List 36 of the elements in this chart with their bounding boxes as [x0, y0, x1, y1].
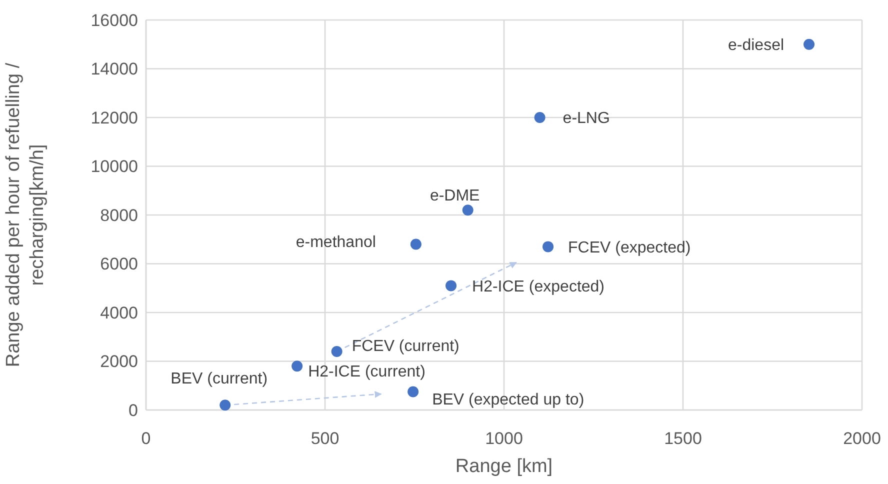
x-tick-label: 500 — [310, 429, 340, 448]
x-tick-label: 2000 — [843, 429, 881, 448]
x-tick-label: 0 — [141, 429, 151, 448]
annotation: FCEV (expected) — [568, 239, 691, 256]
y-axis-title: Range added per hour of refuelling / recharging[km/h] — [3, 62, 48, 368]
point — [446, 280, 457, 292]
annotation: H2-ICE (current) — [308, 364, 426, 381]
point — [408, 386, 419, 398]
annotation: e-DME — [430, 188, 480, 205]
y-tick-label: 0 — [128, 400, 138, 420]
y-tick-label: 10000 — [90, 157, 138, 176]
y-tick-label: 8000 — [100, 206, 138, 225]
point — [331, 346, 342, 357]
annotation: e-LNG — [562, 110, 610, 128]
point — [542, 241, 554, 252]
point — [462, 204, 474, 216]
annotation: BEV (expected up to) — [432, 391, 584, 408]
point — [292, 360, 303, 372]
y-tick-label: 12000 — [90, 108, 138, 128]
annotation: FCEV (current) — [352, 338, 460, 356]
y-tick-label: 4000 — [100, 303, 138, 322]
annotation: e-methanol — [296, 234, 376, 251]
x-tick-label: 1000 — [485, 429, 523, 448]
point — [220, 400, 231, 411]
x-tick-label: 1500 — [664, 429, 702, 448]
point — [410, 238, 422, 250]
y-tick-label: 6000 — [100, 254, 138, 274]
annotation: e-diesel — [728, 36, 784, 54]
y-tick-label: 16000 — [90, 10, 138, 30]
y-tick-label: 2000 — [100, 352, 138, 372]
annotation: H2-ICE (expected) — [472, 278, 605, 296]
annotation: BEV (current) — [170, 370, 268, 388]
point — [534, 112, 546, 123]
point — [804, 38, 815, 50]
y-tick-label: 14000 — [90, 60, 138, 79]
x-axis-title: Range [km] — [455, 456, 553, 477]
